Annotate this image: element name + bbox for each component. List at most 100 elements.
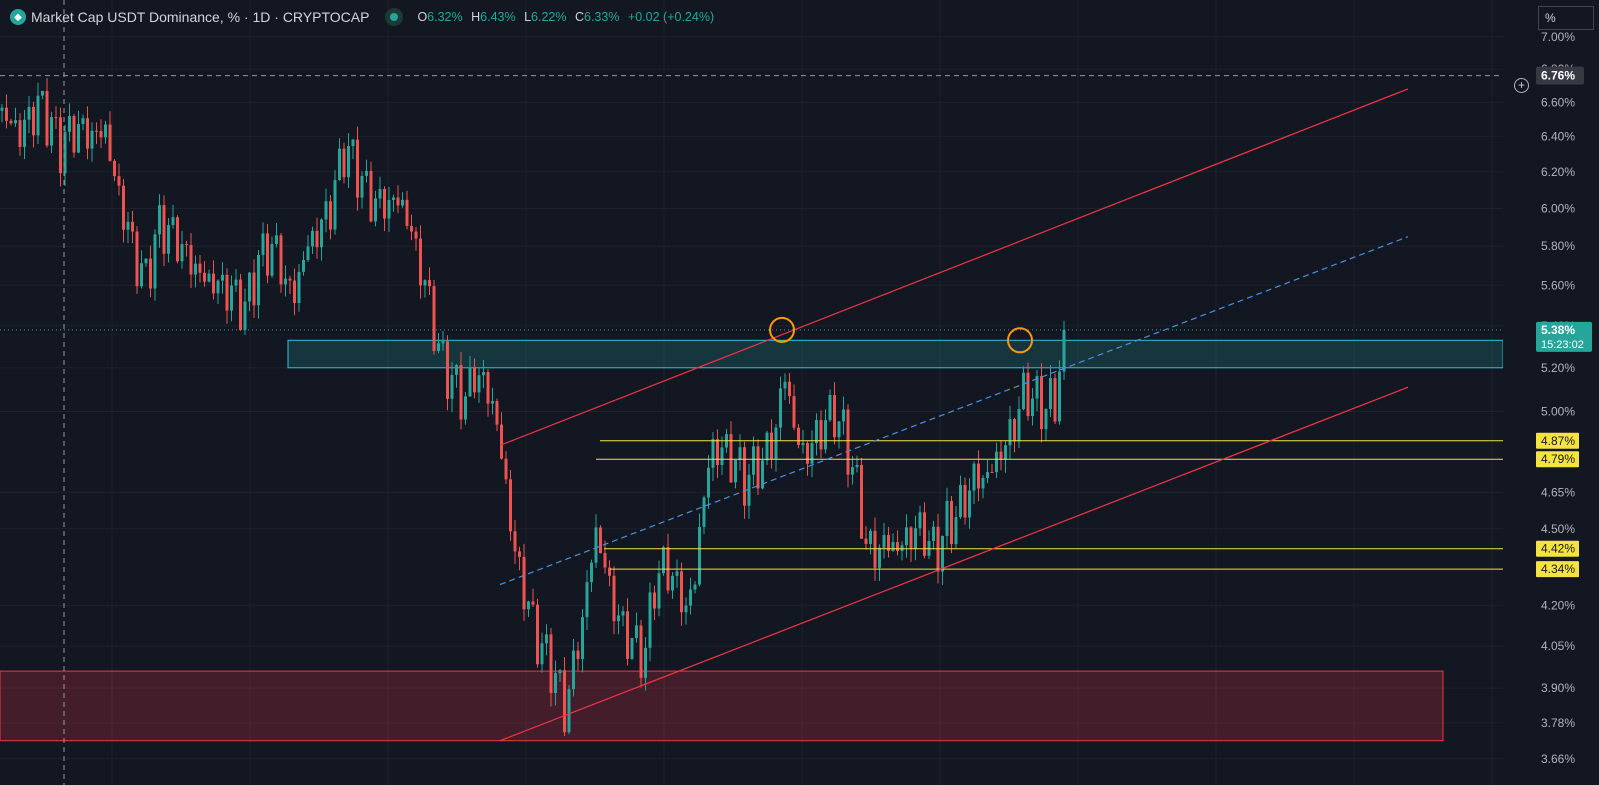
- candle-body: [756, 446, 760, 489]
- candle: [603, 540, 607, 574]
- candle-body: [518, 551, 521, 557]
- candle-body: [72, 115, 76, 153]
- candle: [252, 259, 256, 318]
- candle: [554, 660, 557, 706]
- candle: [68, 103, 71, 142]
- candle-body: [1017, 409, 1021, 442]
- candle: [23, 110, 26, 160]
- candle-body: [662, 547, 665, 574]
- candle-body: [536, 604, 539, 665]
- candle: [959, 475, 962, 519]
- candle: [396, 185, 400, 214]
- candle-body: [869, 530, 872, 544]
- add-alert-plus-icon[interactable]: +: [1514, 78, 1529, 93]
- candle-body: [306, 246, 310, 260]
- candle-body: [243, 301, 247, 331]
- candle: [783, 373, 787, 401]
- candle-body: [779, 388, 782, 428]
- candle: [968, 478, 971, 529]
- candle: [999, 440, 1003, 471]
- candle: [279, 232, 283, 293]
- candle-body: [527, 601, 530, 610]
- candle: [729, 421, 733, 483]
- candle: [504, 451, 508, 485]
- candle-body: [671, 575, 674, 591]
- candle-body: [545, 634, 548, 644]
- candle: [756, 439, 760, 495]
- candle-body: [140, 263, 143, 287]
- candle: [437, 332, 440, 353]
- candle: [473, 358, 476, 399]
- symbol-title[interactable]: Market Cap USDT Dominance, % · 1D · CRYP…: [31, 9, 370, 25]
- candle: [810, 430, 814, 478]
- candle-body: [693, 584, 697, 590]
- candle-body: [383, 188, 386, 219]
- candle: [671, 572, 674, 599]
- candle: [140, 250, 143, 289]
- candle: [972, 461, 976, 504]
- candle: [986, 459, 989, 484]
- candle: [239, 273, 242, 331]
- candle: [630, 637, 634, 660]
- candle: [653, 585, 656, 621]
- price-tick-label: 4.05%: [1541, 639, 1575, 653]
- candle: [135, 226, 139, 294]
- candle-body: [464, 396, 467, 420]
- candle-body: [689, 589, 692, 606]
- candle: [198, 255, 202, 283]
- market-status-dot-icon[interactable]: [385, 8, 404, 26]
- candle-body: [365, 170, 368, 176]
- candle: [900, 541, 904, 561]
- candle: [180, 230, 184, 269]
- candle: [1008, 405, 1012, 459]
- highlight-circle: [769, 316, 795, 343]
- candle-body: [387, 200, 391, 219]
- candle: [365, 159, 368, 183]
- candle: [77, 110, 80, 154]
- candle-body: [455, 365, 458, 375]
- candle: [896, 530, 899, 556]
- candle: [837, 421, 841, 449]
- candle: [995, 442, 998, 479]
- price-scale-unit-dropdown[interactable]: %: [1538, 6, 1594, 30]
- candle-body: [522, 556, 526, 610]
- candle-body: [63, 131, 67, 174]
- candle-body: [743, 447, 746, 506]
- candle: [90, 122, 94, 162]
- candle-body: [540, 643, 544, 665]
- candle: [126, 211, 130, 244]
- candle: [468, 355, 472, 397]
- candle-body: [176, 217, 179, 262]
- candle-body: [392, 197, 395, 201]
- candle: [806, 441, 809, 476]
- candle-body: [32, 106, 35, 136]
- candle-body: [576, 650, 580, 660]
- close-value: 6.33%: [584, 10, 620, 24]
- candle-body: [918, 512, 922, 529]
- candle-body: [369, 170, 373, 222]
- candle-body: [572, 650, 575, 690]
- candle-body: [450, 374, 454, 399]
- candle-body: [711, 439, 715, 468]
- candle-body: [1053, 378, 1057, 422]
- candle: [221, 262, 224, 294]
- support-zone: [0, 670, 1444, 742]
- candle-body: [23, 119, 26, 147]
- candle-body: [374, 198, 377, 222]
- candle-body: [432, 286, 436, 351]
- candle-body: [279, 235, 283, 285]
- candle-body: [297, 271, 301, 304]
- candle: [153, 229, 157, 301]
- candle: [261, 222, 265, 267]
- candle-body: [810, 443, 814, 464]
- candle: [567, 685, 571, 735]
- candle: [792, 384, 796, 431]
- candle-body: [153, 234, 157, 289]
- candle-body: [473, 367, 476, 393]
- crosshair-price-label: 6.76%: [1541, 69, 1575, 83]
- candle-body: [252, 272, 256, 306]
- candle: [356, 126, 359, 211]
- candle: [338, 138, 341, 181]
- candle-body: [860, 464, 863, 539]
